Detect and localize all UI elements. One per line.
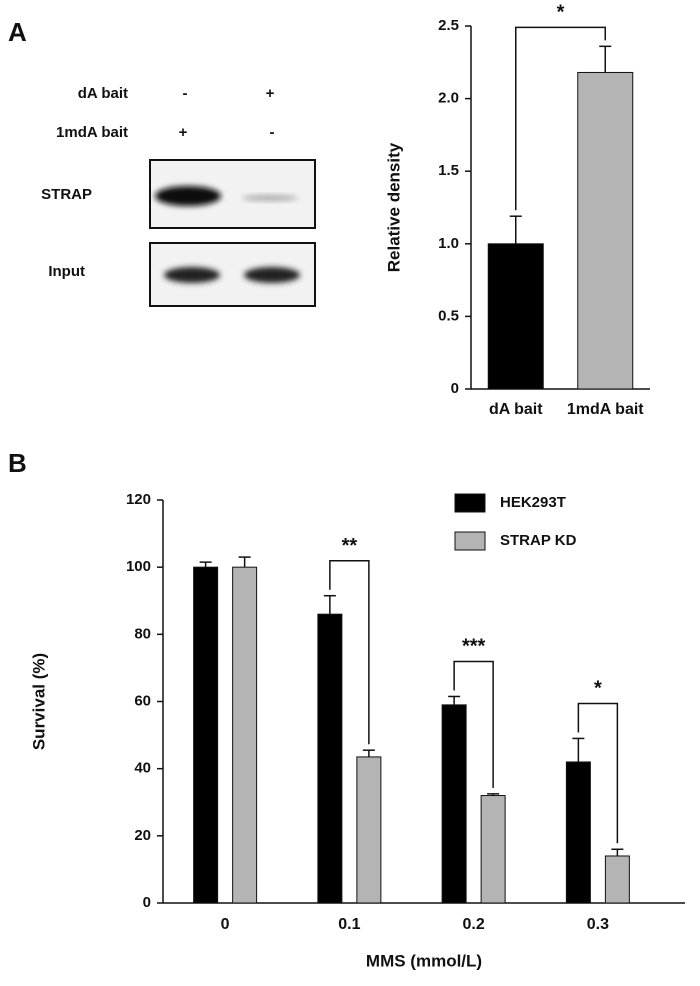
y-tick-label: 40 [134,760,151,777]
x-tick-label: 0.2 [463,916,485,933]
bar [232,566,258,904]
significance-label: *** [462,636,486,658]
y-tick-label: 100 [126,558,151,575]
legend-swatch [454,493,486,513]
blot-band [244,267,300,283]
blot-mark: + [266,85,275,102]
blot-band-label: Input [48,263,85,280]
blot-row-label: dA bait [78,85,128,102]
y-tick-label: 1.0 [438,235,459,252]
x-axis-label: MMS (mmol/L) [366,951,482,970]
y-tick-label: 120 [126,491,151,508]
legend-label: HEK293T [500,494,566,511]
y-tick-label: 0.5 [438,307,459,324]
blot-mark: - [183,85,188,102]
bar [577,71,634,390]
significance-label: * [557,2,565,24]
x-tick-label: 1mdA bait [567,401,644,418]
significance-bracket [515,26,606,211]
y-tick-label: 20 [134,827,151,844]
legend-swatch [454,531,486,551]
significance-label: * [594,678,602,700]
y-axis-label: Relative density [384,142,403,272]
y-tick-label: 2.0 [438,90,459,107]
blot-band [242,195,298,201]
bar [441,704,467,904]
panel-label: A [8,17,27,47]
significance-label: ** [342,535,358,557]
bar [317,613,343,904]
y-axis-label: Survival (%) [29,653,48,750]
bar [193,566,219,904]
x-tick-label: 0.3 [587,916,609,933]
bar [480,795,506,904]
blot-row-label: 1mdA bait [56,124,128,141]
blot-mark: - [270,124,275,141]
y-tick-label: 0 [451,380,459,397]
bar [604,855,630,904]
y-tick-label: 60 [134,692,151,709]
bar [487,243,544,390]
y-tick-label: 0 [143,894,151,911]
bar [356,756,382,904]
legend-label: STRAP KD [500,532,577,549]
x-tick-label: dA bait [489,401,543,418]
panel-label: B [8,448,27,478]
blot-band-label: STRAP [41,186,92,203]
blot-band [155,186,221,206]
blot-band [164,267,220,283]
blot-mark: + [179,124,188,141]
significance-bracket [329,559,370,745]
x-tick-label: 0 [221,916,230,933]
significance-bracket [577,702,619,844]
y-tick-label: 80 [134,625,151,642]
x-tick-label: 0.1 [338,916,360,933]
significance-bracket [453,660,494,788]
y-tick-label: 2.5 [438,17,459,34]
bar [565,761,591,904]
y-tick-label: 1.5 [438,162,459,179]
